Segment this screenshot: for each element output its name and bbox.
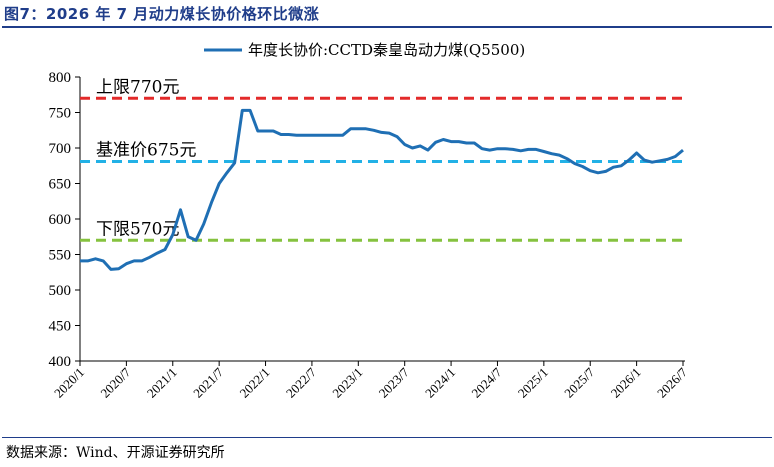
x-tick-label: 2025/1 (515, 365, 551, 401)
y-tick-label: 650 (49, 177, 72, 193)
x-tick-label: 2022/7 (283, 364, 319, 400)
y-tick-label: 600 (49, 212, 72, 228)
x-tick-label: 2021/1 (144, 365, 180, 401)
x-tick-label: 2026/1 (608, 365, 644, 401)
x-tick-label: 2020/7 (97, 364, 133, 400)
x-tick-label: 2024/7 (468, 364, 504, 400)
series-line (80, 108, 684, 271)
x-tick-label: 2023/1 (329, 365, 365, 401)
x-tick-label: 2024/1 (422, 365, 458, 401)
y-tick-label: 750 (49, 106, 72, 122)
source-rule (2, 437, 772, 438)
y-tick-label: 500 (49, 283, 72, 299)
x-tick-label: 2025/7 (561, 364, 597, 400)
x-tick-label: 2022/1 (237, 365, 273, 401)
y-tick-label: 450 (49, 319, 72, 335)
reference-line-label: 下限570元 (96, 219, 179, 239)
y-tick-label: 700 (49, 141, 72, 157)
reference-line-label: 上限770元 (96, 77, 179, 97)
y-tick-label: 400 (49, 354, 72, 370)
y-tick-label: 800 (49, 70, 72, 86)
title-rule (2, 26, 772, 28)
figure-title: 图7：2026 年 7 月动力煤长协价格环比微涨 (4, 5, 320, 23)
reference-line-label: 基准价675元 (96, 140, 196, 160)
x-tick-label: 2021/7 (190, 364, 226, 400)
x-tick-label: 2023/7 (376, 364, 412, 400)
x-tick-label: 2026/7 (654, 364, 690, 400)
source-note: 数据来源：Wind、开源证券研究所 (6, 445, 225, 461)
y-tick-label: 550 (49, 248, 72, 264)
legend-label: 年度长协价:CCTD秦皇岛动力煤(Q5500) (248, 41, 525, 59)
